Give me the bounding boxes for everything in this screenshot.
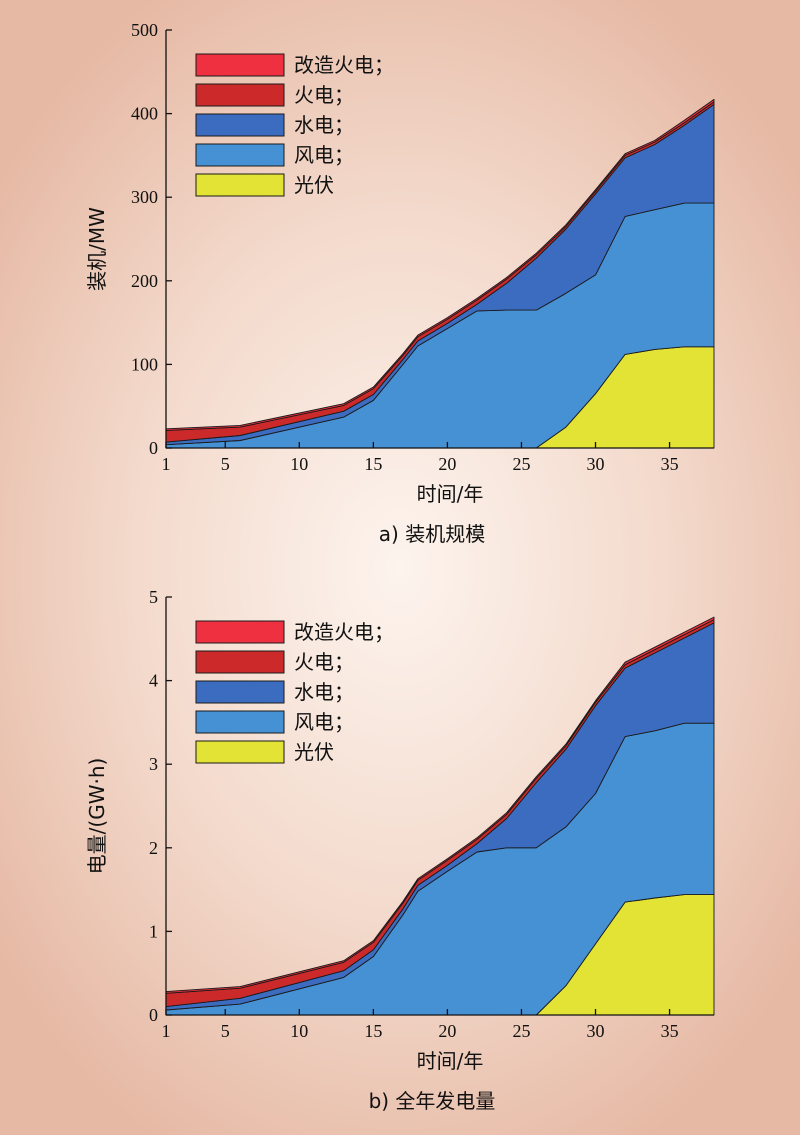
y-axis-label: 装机/MW <box>85 207 109 291</box>
legend-item: 火电； <box>195 650 354 674</box>
legend-swatch <box>195 620 285 644</box>
y-tick-label: 100 <box>131 354 158 374</box>
legend-swatch <box>195 680 285 704</box>
y-tick-label: 3 <box>149 754 158 774</box>
legend-item: 水电； <box>195 113 354 137</box>
legend-swatch <box>195 83 285 107</box>
legend-label: 火电； <box>294 650 354 674</box>
chart-caption: a) 装机规模 <box>379 522 485 546</box>
legend-label: 改造火电； <box>294 53 394 77</box>
legend-label: 改造火电； <box>294 620 394 644</box>
x-tick-label: 25 <box>512 454 530 474</box>
legend-label: 风电； <box>294 710 354 734</box>
x-tick-label: 10 <box>290 454 308 474</box>
x-tick-label: 5 <box>221 1021 230 1041</box>
area-series-4 <box>165 98 715 431</box>
legend-swatch <box>195 740 285 764</box>
legend-swatch <box>195 53 285 77</box>
x-tick-label: 1 <box>162 454 171 474</box>
y-tick-label: 4 <box>149 671 158 691</box>
y-tick-label: 1 <box>149 921 158 941</box>
legend-swatch <box>195 650 285 674</box>
x-tick-label: 15 <box>364 1021 382 1041</box>
x-tick-label: 15 <box>364 454 382 474</box>
legend-swatch <box>195 710 285 734</box>
legend: 改造火电； 火电； 水电； 风电； 光伏 <box>195 620 394 764</box>
y-tick-label: 5 <box>149 587 158 607</box>
x-axis-label: 时间/年 <box>417 1049 484 1073</box>
y-tick-label: 200 <box>131 271 158 291</box>
legend-label: 水电； <box>294 113 354 137</box>
legend-item: 光伏 <box>195 740 334 764</box>
legend-label: 水电； <box>294 680 354 704</box>
x-tick-label: 35 <box>661 454 679 474</box>
legend-item: 水电； <box>195 680 354 704</box>
area-series-4 <box>165 616 715 994</box>
y-tick-label: 300 <box>131 187 158 207</box>
x-tick-label: 10 <box>290 1021 308 1041</box>
legend-label: 火电； <box>294 83 354 107</box>
x-tick-label: 35 <box>661 1021 679 1041</box>
x-tick-label: 20 <box>438 1021 456 1041</box>
x-axis-label: 时间/年 <box>417 482 484 506</box>
y-tick-label: 0 <box>149 1005 158 1025</box>
y-axis-label: 电量/(GW·h) <box>85 758 109 875</box>
legend-item: 光伏 <box>195 173 334 197</box>
legend-swatch <box>195 113 285 137</box>
x-tick-label: 25 <box>512 1021 530 1041</box>
x-tick-label: 30 <box>587 454 605 474</box>
legend-swatch <box>195 143 285 167</box>
y-tick-label: 400 <box>131 104 158 124</box>
legend-item: 火电； <box>195 83 354 107</box>
y-tick-label: 2 <box>149 838 158 858</box>
legend-item: 改造火电； <box>195 620 394 644</box>
legend-swatch <box>195 173 285 197</box>
legend: 改造火电； 火电； 水电； 风电； 光伏 <box>195 53 394 197</box>
legend-item: 改造火电； <box>195 53 394 77</box>
y-tick-label: 0 <box>149 438 158 458</box>
legend-item: 风电； <box>195 710 354 734</box>
legend-label: 光伏 <box>294 740 334 764</box>
legend-item: 风电； <box>195 143 354 167</box>
x-tick-label: 20 <box>438 454 456 474</box>
legend-label: 光伏 <box>294 173 334 197</box>
area-layers <box>165 616 715 1016</box>
x-tick-label: 5 <box>221 454 230 474</box>
x-tick-label: 30 <box>587 1021 605 1041</box>
x-tick-label: 1 <box>162 1021 171 1041</box>
chart-caption: b) 全年发电量 <box>369 1089 496 1113</box>
y-tick-label: 500 <box>131 20 158 40</box>
legend-label: 风电； <box>294 143 354 167</box>
